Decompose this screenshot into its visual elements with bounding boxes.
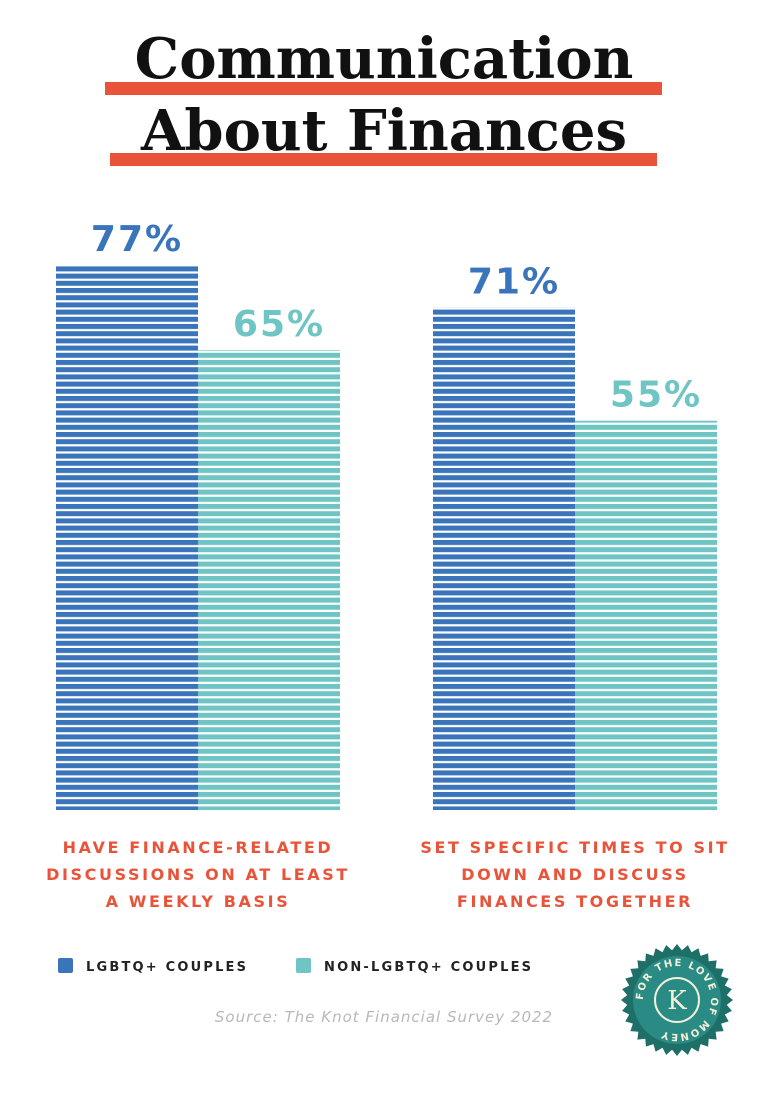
value-label: 71% [468,261,560,302]
badge-inner [633,956,721,1044]
bar [575,420,717,810]
badge-center [654,977,700,1023]
title-underline [105,82,662,95]
value-label: 65% [233,304,325,345]
legend-label: NON-LGBTQ+ COUPLES [324,960,533,975]
badge-monogram: K [667,986,687,1016]
bar [198,349,340,810]
legend-swatch [58,958,73,973]
category-label: SET SPECIFIC TIMES TO SIT DOWN AND DISCU… [420,838,730,911]
badge: FOR THE LOVE OF MONEY K [621,944,733,1056]
category-label: HAVE FINANCE-RELATED DISCUSSIONS ON AT L… [46,838,350,911]
legend-swatch [296,958,311,973]
legend-label: LGBTQ+ COUPLES [86,960,248,975]
value-label: 77% [91,219,183,260]
value-label: 55% [610,375,702,416]
bar [433,307,575,810]
title-underline [110,153,657,166]
chart-title: Communication [135,26,634,92]
bar [56,265,198,810]
source: Source: The Knot Financial Survey 2022 [215,1008,553,1026]
